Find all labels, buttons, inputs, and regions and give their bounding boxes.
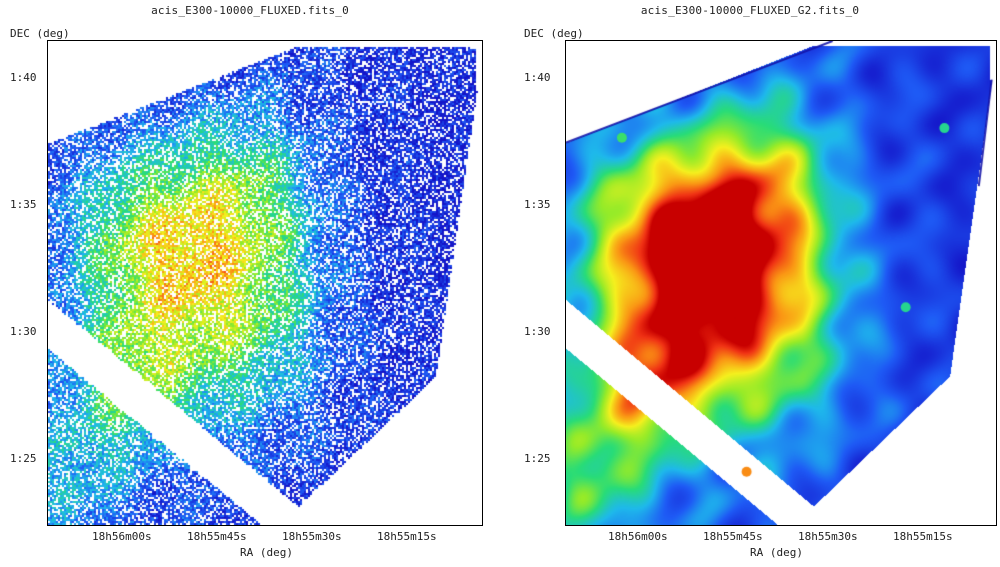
left-x-tick: 18h56m00s	[92, 530, 152, 543]
right-y-tick: 1:30	[524, 325, 551, 338]
left-x-tick: 18h55m30s	[282, 530, 342, 543]
right-x-axis-label: RA (deg)	[750, 546, 803, 559]
right-image-panel: acis_E300-10000_FLUXED_G2.fits_0 DEC (de…	[500, 0, 1000, 567]
left-image-canvas	[48, 41, 482, 525]
left-y-tick: 1:35	[10, 198, 37, 211]
left-x-tick: 18h55m15s	[377, 530, 437, 543]
right-x-tick: 18h55m45s	[703, 530, 763, 543]
right-x-tick: 18h55m30s	[798, 530, 858, 543]
right-image-plot[interactable]	[565, 40, 997, 526]
right-image-canvas	[566, 41, 996, 525]
left-y-tick: 1:25	[10, 452, 37, 465]
left-y-axis-label: DEC (deg)	[10, 27, 70, 40]
left-image-plot[interactable]	[47, 40, 483, 526]
right-panel-title: acis_E300-10000_FLUXED_G2.fits_0	[640, 4, 860, 17]
right-y-tick: 1:40	[524, 71, 551, 84]
right-y-axis-label: DEC (deg)	[524, 27, 584, 40]
left-x-axis-label: RA (deg)	[240, 546, 293, 559]
right-y-tick: 1:35	[524, 198, 551, 211]
right-x-tick: 18h56m00s	[608, 530, 668, 543]
left-x-tick: 18h55m45s	[187, 530, 247, 543]
right-y-tick: 1:25	[524, 452, 551, 465]
left-panel-title: acis_E300-10000_FLUXED.fits_0	[151, 4, 349, 17]
left-y-tick: 1:30	[10, 325, 37, 338]
right-x-tick: 18h55m15s	[893, 530, 953, 543]
left-y-tick: 1:40	[10, 71, 37, 84]
left-image-panel: acis_E300-10000_FLUXED.fits_0 DEC (deg) …	[10, 4, 483, 559]
